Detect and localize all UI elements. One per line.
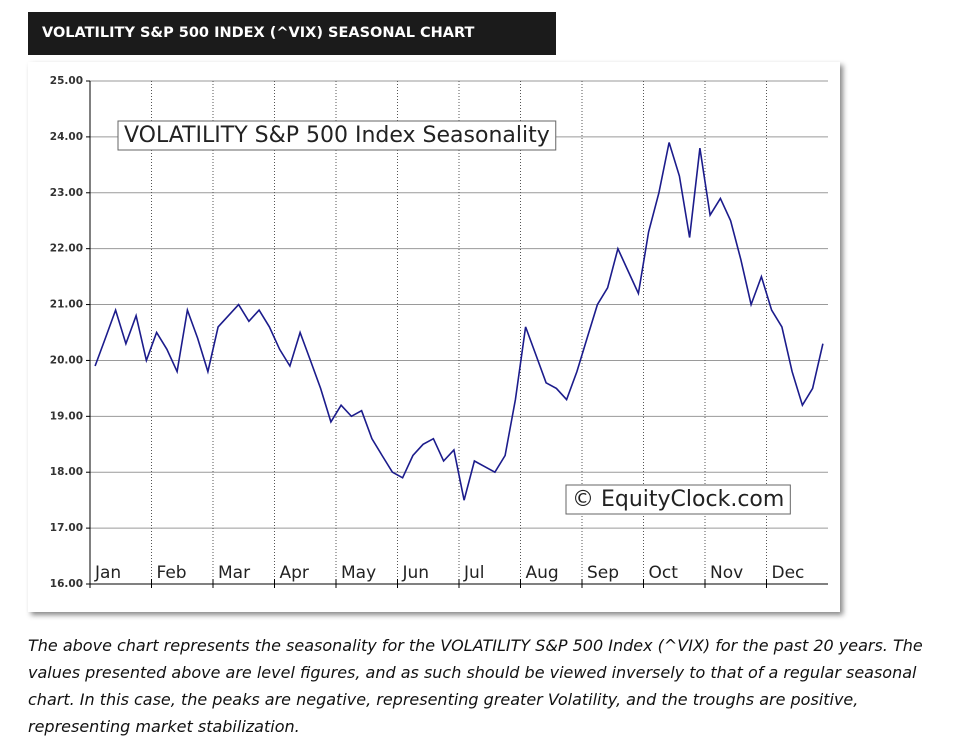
watermark-box	[565, 484, 791, 515]
y-tick-label: 19.00	[50, 410, 83, 422]
y-tick-label: 21.00	[50, 299, 83, 311]
y-tick-label: 22.00	[50, 243, 83, 255]
series-line	[94, 142, 824, 501]
x-tick-label: Mar	[218, 563, 250, 583]
y-tick-label: 25.00	[50, 75, 83, 87]
annotation: VOLATILITY S&P 500 Index Seasonality	[124, 123, 550, 148]
y-tick-label: 24.00	[50, 131, 83, 143]
x-tick-label: Jun	[402, 563, 430, 583]
y-tick-label: 20.00	[50, 354, 83, 366]
x-tick-label: Apr	[280, 563, 309, 583]
x-tick-label: Jan	[94, 563, 121, 583]
chart-panel: 16.00 17.00 18.00 19.00 20.00 21.00 22.00 23.00…	[28, 62, 840, 612]
y-tick-label: 18.00	[50, 466, 83, 478]
y-tick-label: 23.00	[50, 187, 83, 199]
y-tick-label: 16.00	[50, 578, 83, 590]
caption: The above chart represents the seasonali…	[28, 636, 923, 736]
x-tick-label: Nov	[710, 563, 743, 583]
x-tick-label: Dec	[772, 563, 805, 583]
header-title: VOLATILITY S&P 500 INDEX (^VIX) SEASONAL…	[28, 12, 556, 55]
x-tick-label: Sep	[587, 563, 619, 583]
chart: 16.00 17.00 18.00 19.00 20.00 21.00 22.00 23.00…	[50, 75, 828, 590]
y-tick-label: 17.00	[50, 522, 83, 534]
x-tick-label: Jul	[463, 563, 485, 583]
x-tick-label: Aug	[526, 563, 559, 583]
x-tick-label: May	[341, 563, 376, 583]
x-tick-label: Oct	[649, 563, 679, 583]
x-tick-label: Feb	[157, 563, 187, 583]
annotation-box	[117, 120, 557, 151]
watermark: © EquityClock.com	[572, 487, 784, 512]
